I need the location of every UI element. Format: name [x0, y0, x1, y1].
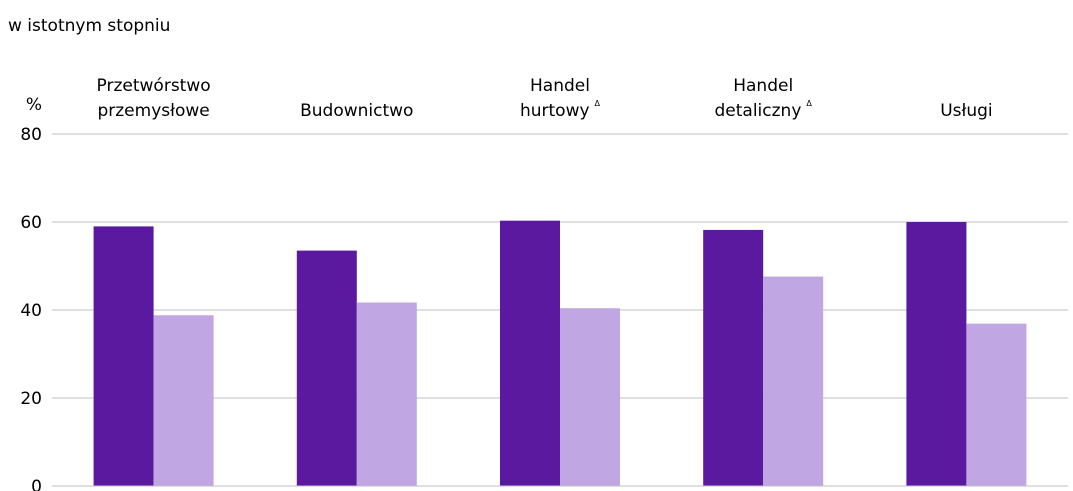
chart-subtitle: w istotnym stopniu — [8, 16, 171, 36]
category-label: Przetwórstwo — [97, 76, 211, 96]
category-label: Handel — [530, 76, 590, 96]
bar-series-2 — [153, 315, 214, 486]
y-tick-label: 20 — [20, 389, 42, 409]
y-tick-label: 40 — [20, 301, 42, 321]
bar-series-1 — [93, 226, 154, 486]
bar-series-1 — [500, 220, 560, 486]
category-label: Budownictwo — [300, 101, 413, 121]
y-tick-label: 0 — [31, 477, 42, 491]
bar-series-2 — [763, 276, 824, 486]
bar-series-2 — [966, 323, 1027, 486]
bar-series-1 — [906, 222, 967, 486]
y-axis-label: % — [26, 95, 42, 115]
bar-series-1 — [296, 250, 357, 486]
y-tick-label: 80 — [20, 125, 42, 145]
category-label: Usługi — [940, 101, 992, 121]
bar-series-1 — [703, 229, 764, 487]
y-tick-label: 60 — [20, 213, 42, 233]
category-label: Handel — [733, 76, 793, 96]
bar-series-2 — [356, 302, 417, 486]
footnote-mark: Δ — [806, 99, 812, 108]
bar-series-2 — [560, 308, 620, 486]
category-label: hurtowy Δ — [520, 99, 601, 121]
footnote-mark: Δ — [595, 99, 601, 108]
category-label: detaliczny Δ — [715, 99, 813, 121]
category-label: przemysłowe — [97, 101, 209, 121]
